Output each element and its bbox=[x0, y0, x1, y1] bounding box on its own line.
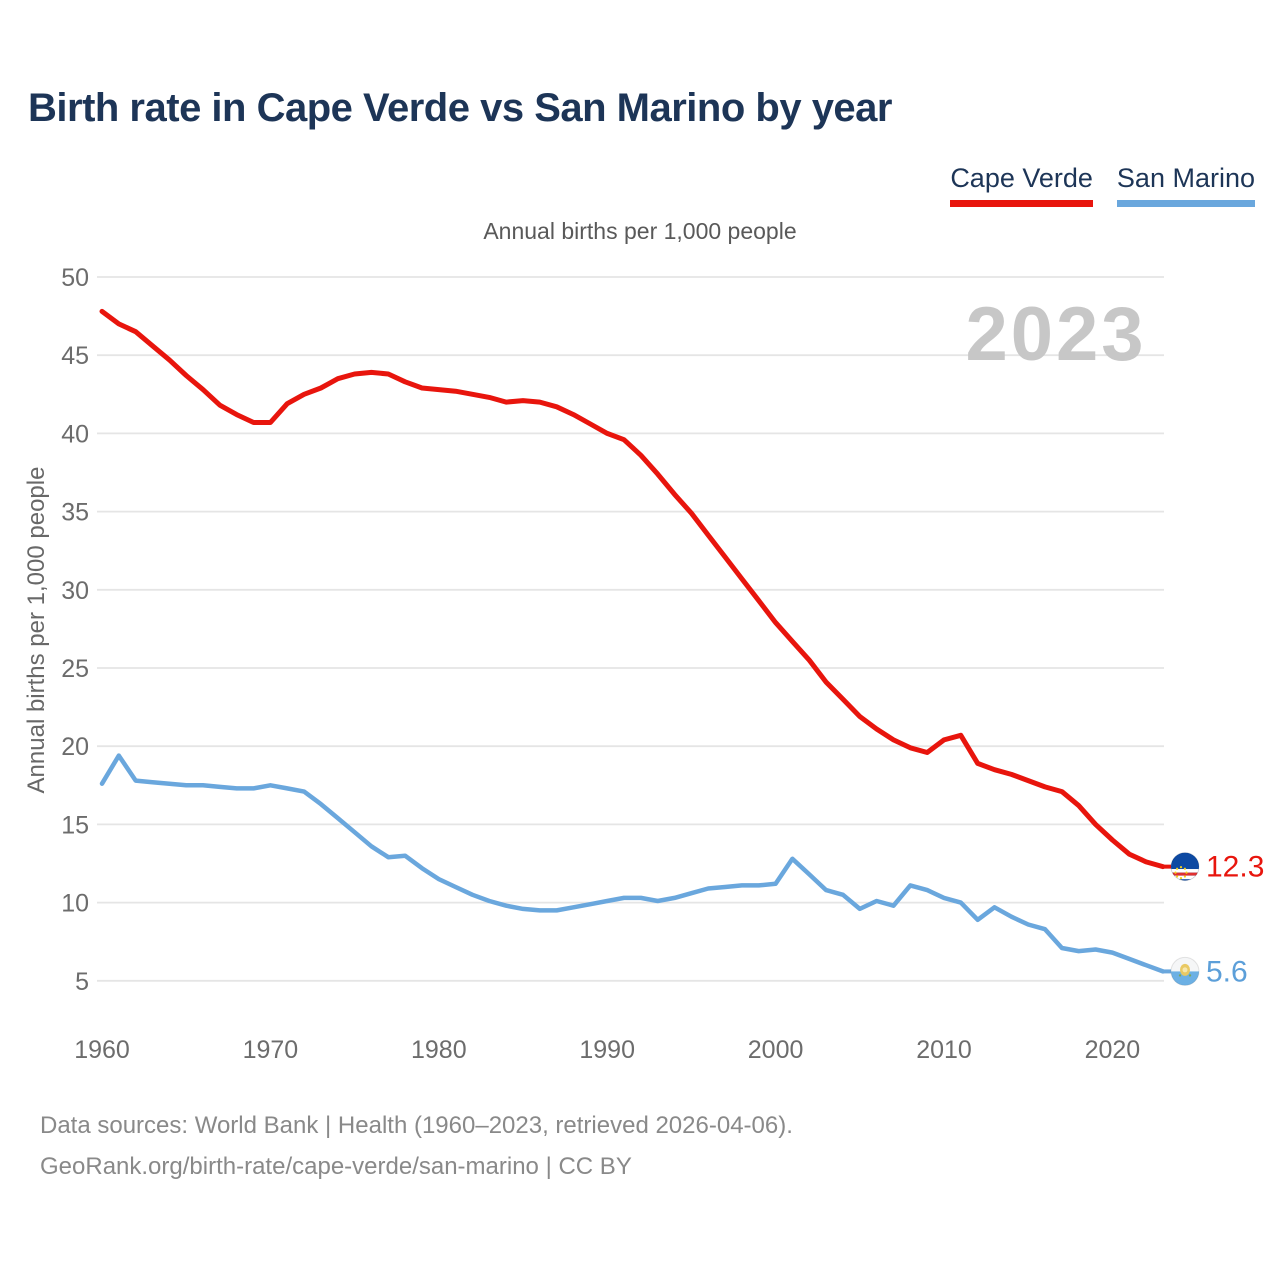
x-tick-label: 1960 bbox=[74, 1036, 130, 1064]
chart-footer: Data sources: World Bank | Health (1960–… bbox=[40, 1105, 793, 1187]
x-tick-label: 2000 bbox=[748, 1036, 804, 1064]
y-tick-label: 25 bbox=[61, 655, 89, 683]
y-tick-label: 30 bbox=[61, 577, 89, 605]
cape-verde-flag-icon bbox=[1171, 852, 1199, 881]
y-tick-label: 5 bbox=[75, 968, 89, 996]
y-tick-label: 20 bbox=[61, 733, 89, 761]
y-tick-label: 15 bbox=[61, 811, 89, 839]
page-title: Birth rate in Cape Verde vs San Marino b… bbox=[28, 86, 893, 130]
y-tick-label: 45 bbox=[61, 342, 89, 370]
cape-verde-line[interactable] bbox=[99, 308, 1166, 870]
y-axis-title: Annual births per 1,000 people bbox=[23, 467, 50, 794]
legend-item-san-marino[interactable]: San Marino bbox=[1116, 163, 1255, 207]
san-marino-end-value: 5.6 bbox=[1206, 955, 1248, 988]
footer-sources-line: Data sources: World Bank | Health (1960–… bbox=[40, 1112, 793, 1139]
axis-tick-labels: 50 45 40 35 30 25 20 15 10 5 1960 1970 1980 1990 2000 2… bbox=[61, 264, 1140, 1064]
watermark-year: 2023 bbox=[965, 292, 1146, 377]
cape-verde-end-value: 12.3 bbox=[1206, 851, 1264, 884]
x-tick-label: 1970 bbox=[243, 1036, 299, 1064]
legend-label-cape-verde: Cape Verde bbox=[950, 163, 1093, 193]
x-tick-label: 1990 bbox=[579, 1036, 635, 1064]
legend-label-san-marino: San Marino bbox=[1116, 163, 1255, 193]
x-tick-label: 2010 bbox=[916, 1036, 972, 1064]
san-marino-line[interactable] bbox=[99, 753, 1166, 974]
y-tick-label: 40 bbox=[61, 420, 89, 448]
y-tick-label: 10 bbox=[61, 890, 89, 918]
x-tick-label: 2020 bbox=[1085, 1036, 1141, 1064]
footer-url-line: GeoRank.org/birth-rate/cape-verde/san-ma… bbox=[40, 1153, 632, 1180]
y-tick-label: 50 bbox=[61, 264, 89, 292]
gridlines bbox=[97, 276, 1164, 982]
chart-subtitle: Annual births per 1,000 people bbox=[483, 218, 797, 244]
san-marino-flag-icon bbox=[1171, 957, 1199, 986]
y-tick-label: 35 bbox=[61, 499, 89, 527]
x-tick-label: 1980 bbox=[411, 1036, 467, 1064]
legend-item-cape-verde[interactable]: Cape Verde bbox=[950, 163, 1093, 207]
chart-legend: Cape Verde San Marino bbox=[950, 163, 1255, 207]
